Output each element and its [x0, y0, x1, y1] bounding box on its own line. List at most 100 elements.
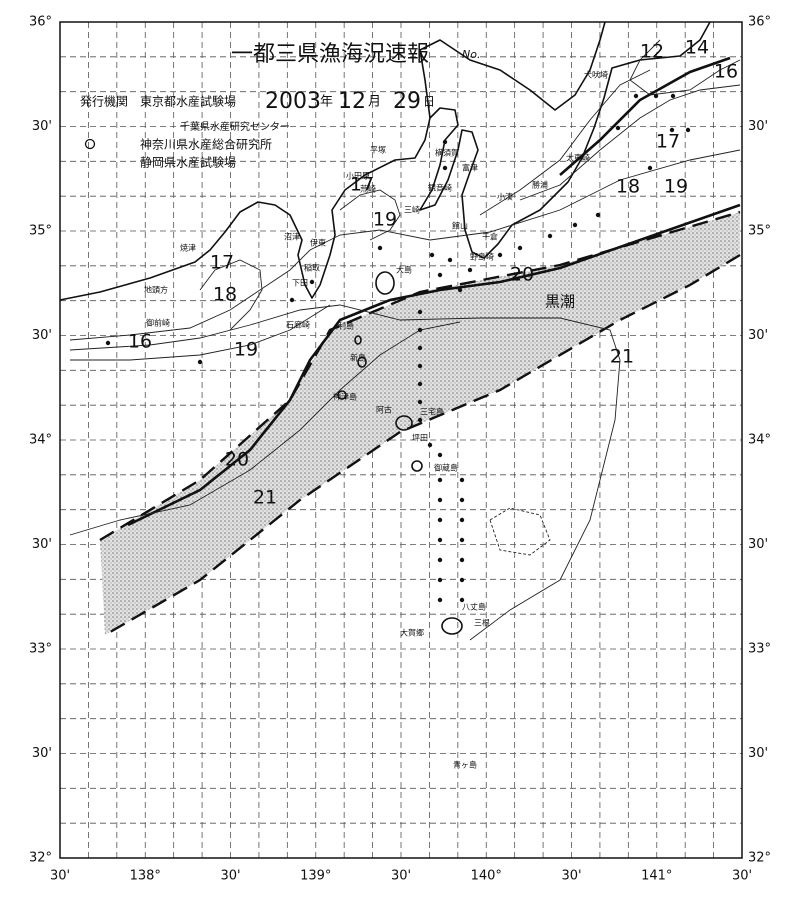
station-dot [459, 537, 465, 543]
title: 一都三県漁海況速報 [231, 42, 429, 67]
lat-label: 30' [32, 119, 52, 134]
issuer-mark [84, 138, 96, 150]
isotherm [519, 84, 741, 201]
labels: 36° 30' 35° 30' 34° 30' 33° 30' 32° 36° 30' 35° 30' 3… [29, 15, 771, 884]
station-dot [437, 517, 443, 523]
place-name: 太東崎 [566, 153, 590, 163]
station-dots [105, 93, 691, 603]
isotherm-label: 14 [685, 37, 709, 59]
date: 日 [423, 95, 435, 109]
place-name: 犬吠埼 [584, 70, 608, 80]
place-name: 新島 [350, 353, 366, 363]
lat-label: 30' [748, 328, 768, 343]
issuer: 静岡県水産試験場 [140, 155, 236, 170]
place-name: 大島 [396, 265, 412, 275]
lat-label: 36° [29, 15, 52, 30]
date: 月 [368, 95, 381, 110]
station-dot [427, 442, 433, 448]
place-name: 沼津 [284, 232, 300, 242]
issuer-label: 発行機関 [80, 94, 128, 109]
station-dot [647, 165, 653, 171]
lat-label: 35° [748, 224, 771, 239]
station-dot [289, 297, 295, 303]
station-dot [595, 212, 601, 218]
issuer: 東京都水産試験場 [140, 94, 236, 109]
station-dot [197, 359, 203, 365]
lat-label: 35° [29, 224, 52, 239]
lon-label: 138° [130, 869, 161, 884]
station-dot [572, 222, 578, 228]
station-dot [437, 577, 443, 583]
date: 12 [338, 89, 366, 114]
place-name: 勝浦 [532, 180, 548, 190]
lat-label: 32° [29, 851, 52, 866]
isotherm-label: 19 [373, 209, 397, 231]
date: 29 [393, 89, 421, 114]
station-dot [459, 597, 465, 603]
station-dot [437, 537, 443, 543]
station-dot [437, 557, 443, 563]
place-name: 野島埼 [470, 252, 494, 262]
station-dot [417, 345, 423, 351]
station-dot [670, 93, 676, 99]
place-name: 坪田 [412, 434, 428, 443]
place-name: 小湊 [497, 192, 513, 202]
station-dot [547, 233, 553, 239]
station-dot [429, 252, 435, 258]
island [357, 356, 367, 368]
isotherm-label: 21 [610, 346, 634, 368]
isotherm [69, 304, 621, 641]
station-dot [417, 417, 423, 423]
lat-label: 33° [29, 642, 52, 657]
lon-label: 30' [391, 869, 411, 884]
station-dot [417, 399, 423, 405]
lat-label: 30' [32, 328, 52, 343]
lon-label: 30' [732, 869, 752, 884]
place-name: 御前崎 [146, 318, 170, 328]
station-dot [653, 93, 659, 99]
number-mark: No. [462, 48, 480, 61]
island [337, 390, 347, 400]
lon-label: 30' [220, 869, 240, 884]
place-name: 観音崎 [428, 183, 452, 193]
lon-label: 141° [641, 869, 672, 884]
coastline [419, 21, 606, 119]
island [441, 617, 463, 635]
place-name: 神津島 [333, 392, 357, 402]
place-name: 焼津 [180, 243, 196, 253]
isotherm-label: 17 [656, 131, 680, 153]
place-name: 阿古 [376, 405, 392, 415]
place-name: 伊東 [310, 238, 326, 248]
place-name: 石廊崎 [286, 320, 310, 330]
isotherm [479, 69, 651, 216]
lon-label: 30' [561, 869, 581, 884]
station-dot [497, 252, 503, 258]
issuer: 千葉県水産研究センター [180, 120, 290, 133]
place-name: 平塚 [370, 146, 386, 155]
isotherm-label: 20 [510, 264, 534, 286]
lat-label: 36° [748, 15, 771, 30]
place-name: 大賀郷 [400, 628, 424, 638]
station-dot [517, 245, 523, 251]
station-dot [442, 139, 448, 145]
isotherm [629, 39, 741, 96]
station-dot [459, 517, 465, 523]
place-name: 横須賀 [435, 148, 459, 158]
lat-label: 30' [748, 119, 768, 134]
station-dot [377, 245, 383, 251]
lat-label: 30' [748, 746, 768, 761]
lat-label: 33° [748, 642, 771, 657]
isotherm [199, 259, 263, 331]
station-dot [417, 327, 423, 333]
station-dot [615, 125, 621, 131]
station-dot [459, 477, 465, 483]
current-label: 黒潮 [545, 293, 575, 311]
place-name: 御蔵島 [434, 463, 458, 473]
isotherm [489, 507, 551, 556]
place-name: 荒崎 [360, 184, 376, 194]
station-dot [459, 497, 465, 503]
station-dot [417, 309, 423, 315]
station-dot [309, 279, 315, 285]
lon-label: 140° [471, 869, 502, 884]
